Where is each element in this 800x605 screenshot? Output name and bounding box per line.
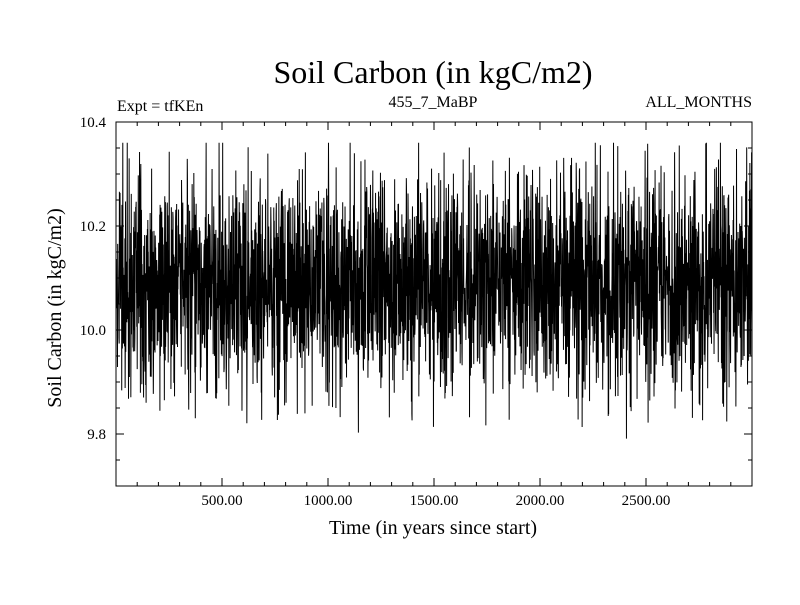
- soil-carbon-series-line: [115, 142, 753, 439]
- x-tick-label: 1000.00: [304, 493, 353, 509]
- x-tick-label: 1500.00: [410, 493, 459, 509]
- x-tick-label: 500.00: [201, 493, 242, 509]
- months-label: ALL_MONTHS: [645, 94, 752, 111]
- period-label: 455_7_MaBP: [389, 94, 478, 111]
- experiment-label: Expt = tfKEn: [117, 98, 203, 115]
- axis-layer: 500.00 1000.00 1500.00 2000.00 2500.00 9.8 10.…: [80, 115, 752, 509]
- chart-title: Soil Carbon (in kgC/m2): [273, 54, 592, 90]
- y-tick-label: 9.8: [87, 427, 106, 443]
- y-axis-label: Soil Carbon (in kgC/m2): [44, 208, 66, 407]
- plot-frame: [115, 121, 753, 487]
- x-tick-label: 2500.00: [622, 493, 671, 509]
- y-tick-label: 10.4: [80, 115, 107, 131]
- y-tick-label: 10.0: [80, 323, 106, 339]
- x-tick-label: 2000.00: [516, 493, 565, 509]
- x-axis-label: Time (in years since start): [329, 517, 537, 539]
- y-tick-label: 10.2: [80, 219, 106, 235]
- series-layer: [115, 142, 753, 439]
